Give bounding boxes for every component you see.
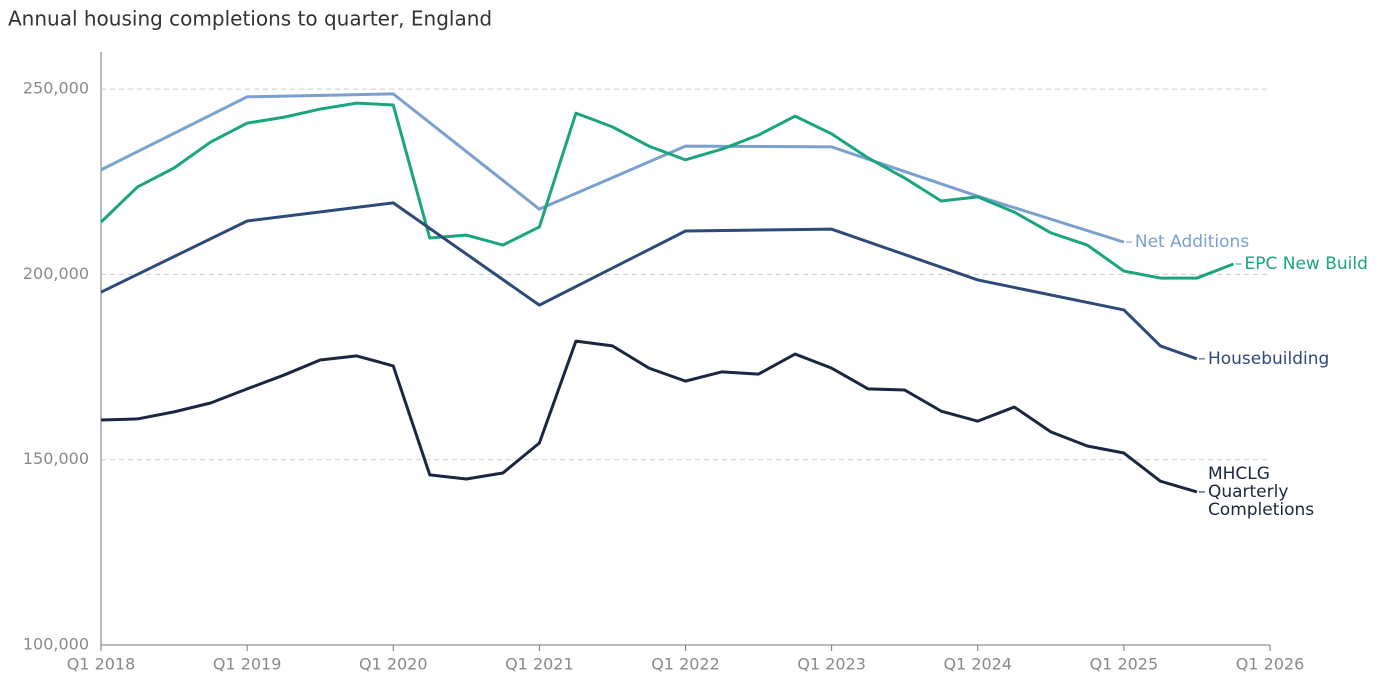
x-tick-label: Q1 2022 (651, 655, 720, 674)
x-tick-label: Q1 2018 (67, 655, 136, 674)
x-tick-label: Q1 2023 (797, 655, 866, 674)
y-tick-label: 250,000 (23, 79, 89, 98)
y-tick-label: 150,000 (23, 449, 89, 468)
line (100, 201, 1198, 361)
x-tick-label: Q1 2024 (943, 655, 1012, 674)
x-tick-label: Q1 2020 (359, 655, 428, 674)
series-label: Net Additions (1134, 232, 1250, 253)
x-tick-label: Q1 2026 (1236, 655, 1305, 674)
series-label: MHCLG Quarterly Completions (1207, 463, 1315, 520)
chart-title: Annual housing completions to quarter, E… (8, 7, 492, 31)
line (100, 92, 1125, 244)
x-tick-label: Q1 2025 (1090, 655, 1159, 674)
x-tick-label: Q1 2021 (505, 655, 574, 674)
line (99, 101, 1235, 280)
series-label: EPC New Build (1244, 253, 1368, 274)
y-tick-label: 200,000 (23, 264, 89, 283)
x-tick-label: Q1 2019 (213, 655, 282, 674)
line (100, 339, 1198, 494)
y-tick-label: 100,000 (23, 635, 89, 654)
series-label: Housebuilding (1207, 348, 1330, 369)
